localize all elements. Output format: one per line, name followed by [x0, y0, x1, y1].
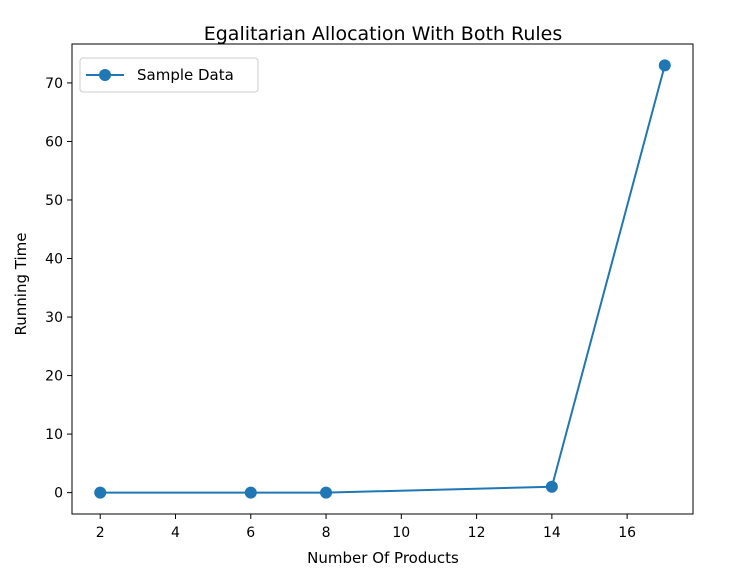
y-axis: 0 10 20 30 40 50 60 70: [45, 76, 72, 502]
series-layer: [94, 59, 671, 499]
data-point: [545, 480, 558, 493]
data-point: [320, 486, 333, 499]
x-axis-title: Number Of Products: [307, 549, 459, 567]
legend: Sample Data: [79, 57, 259, 93]
plot-area: 2 4 6 8 10 12 14 16 0 10 20 30 40 50 60 70: [45, 43, 694, 541]
x-tick-label: 10: [392, 525, 410, 541]
y-tick-label: 0: [54, 486, 63, 502]
data-point: [244, 486, 257, 499]
y-tick-label: 10: [45, 427, 63, 443]
legend-point-marker: [99, 69, 111, 81]
x-axis: 2 4 6 8 10 12 14 16: [96, 514, 636, 541]
y-axis-title: Running Time: [12, 233, 30, 336]
y-tick-label: 30: [45, 310, 63, 326]
legend-label-sample-data: Sample Data: [137, 66, 234, 84]
y-tick-label: 70: [45, 76, 63, 92]
data-point: [658, 59, 671, 72]
x-tick-label: 4: [171, 525, 180, 541]
y-tick-label: 40: [45, 252, 63, 268]
data-point: [94, 486, 107, 499]
plot-frame: [71, 43, 694, 515]
y-tick-label: 50: [45, 193, 63, 209]
x-tick-label: 2: [96, 525, 105, 541]
x-tick-label: 12: [468, 525, 486, 541]
chart-title: Egalitarian Allocation With Both Rules: [204, 23, 563, 45]
x-tick-label: 16: [618, 525, 636, 541]
x-tick-label: 14: [543, 525, 561, 541]
y-tick-label: 60: [45, 134, 63, 150]
legend-box: [79, 57, 259, 93]
y-tick-label: 20: [45, 369, 63, 385]
x-tick-label: 8: [322, 525, 331, 541]
x-tick-label: 6: [246, 525, 255, 541]
